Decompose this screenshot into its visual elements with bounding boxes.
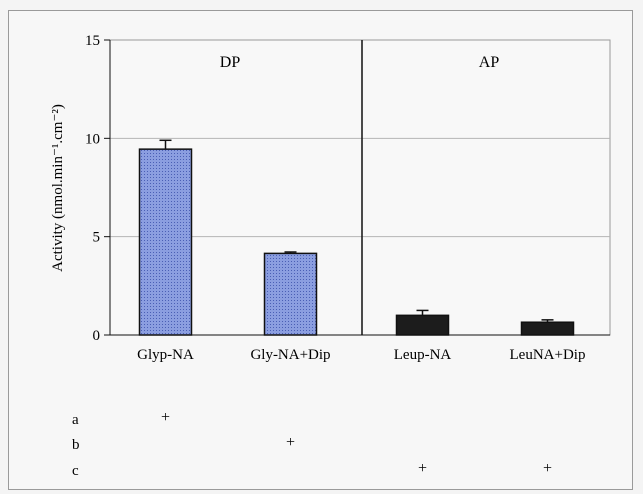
condition-label: b xyxy=(72,437,80,453)
x-axis-labels: Glyp-NA Gly-NA+Dip Leup-NA LeuNA+Dip xyxy=(137,347,585,363)
condition-label: a xyxy=(72,412,79,428)
gridlines xyxy=(110,137,610,238)
y-tick-label: 5 xyxy=(93,230,101,246)
y-tick-label: 15 xyxy=(85,33,100,49)
bars xyxy=(138,139,575,336)
panel-label: DP xyxy=(220,54,241,71)
condition-table: a + b + c + + xyxy=(72,409,552,479)
condition-label: c xyxy=(72,463,79,479)
plot-area xyxy=(109,39,611,336)
y-tick-label: 10 xyxy=(85,131,100,147)
condition-mark: + xyxy=(161,409,170,426)
panel-labels: DP AP xyxy=(220,54,500,71)
condition-mark: + xyxy=(418,460,427,477)
x-tick-label: Leup-NA xyxy=(394,347,452,363)
condition-mark: + xyxy=(286,434,295,451)
condition-mark: + xyxy=(543,460,552,477)
bar xyxy=(520,321,575,336)
panel-label: AP xyxy=(479,54,500,71)
bar xyxy=(263,252,318,336)
y-tick-label: 0 xyxy=(93,328,101,344)
y-axis-label: Activity (nmol.min⁻¹.cm⁻²) xyxy=(50,104,66,272)
x-tick-label: LeuNA+Dip xyxy=(510,347,586,363)
bar xyxy=(395,314,450,336)
x-tick-label: Glyp-NA xyxy=(137,347,194,363)
bar xyxy=(138,148,193,336)
x-tick-label: Gly-NA+Dip xyxy=(250,347,330,363)
